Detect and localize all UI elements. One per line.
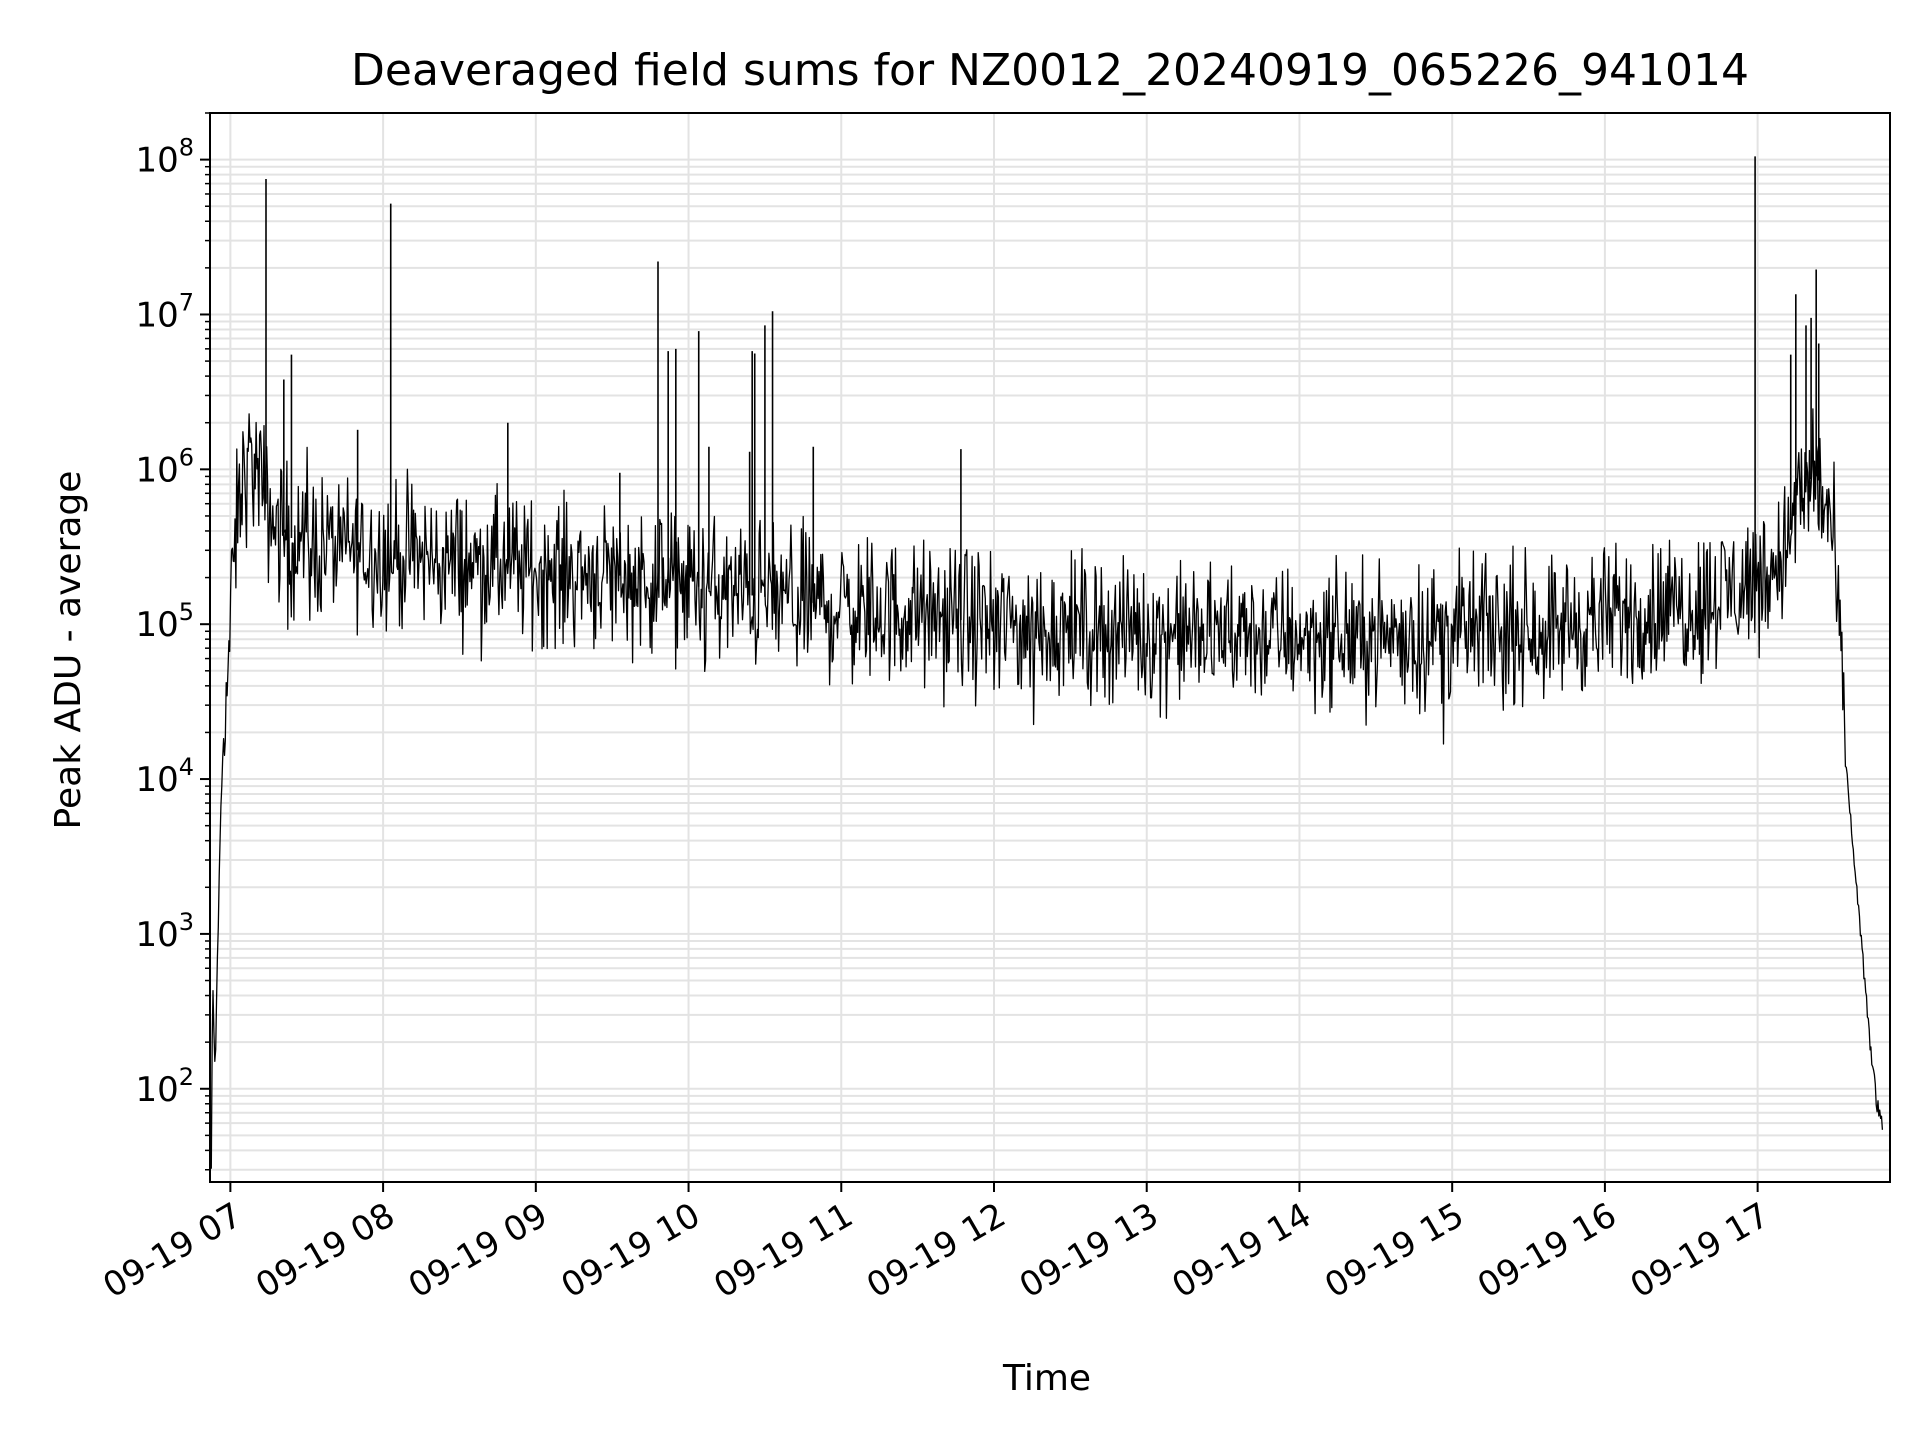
series-line [210, 408, 1884, 1169]
chart-title: Deaveraged field sums for NZ0012_2024091… [351, 45, 1749, 96]
x-axis-label: Time [1002, 1358, 1091, 1399]
y-tick-label: 106 [135, 443, 194, 490]
y-tick-label: 103 [135, 908, 194, 955]
data-series [210, 156, 1884, 1169]
y-tick-label: 104 [135, 753, 194, 800]
y-tick-label: 102 [135, 1063, 194, 1110]
y-tick-label: 107 [135, 288, 194, 335]
y-axis-label: Peak ADU - average [48, 471, 89, 830]
y-tick-label: 108 [135, 134, 194, 181]
y-axis: 102 103 104 105 106 107 108 [135, 112, 210, 1171]
y-tick-label: 105 [135, 598, 194, 645]
